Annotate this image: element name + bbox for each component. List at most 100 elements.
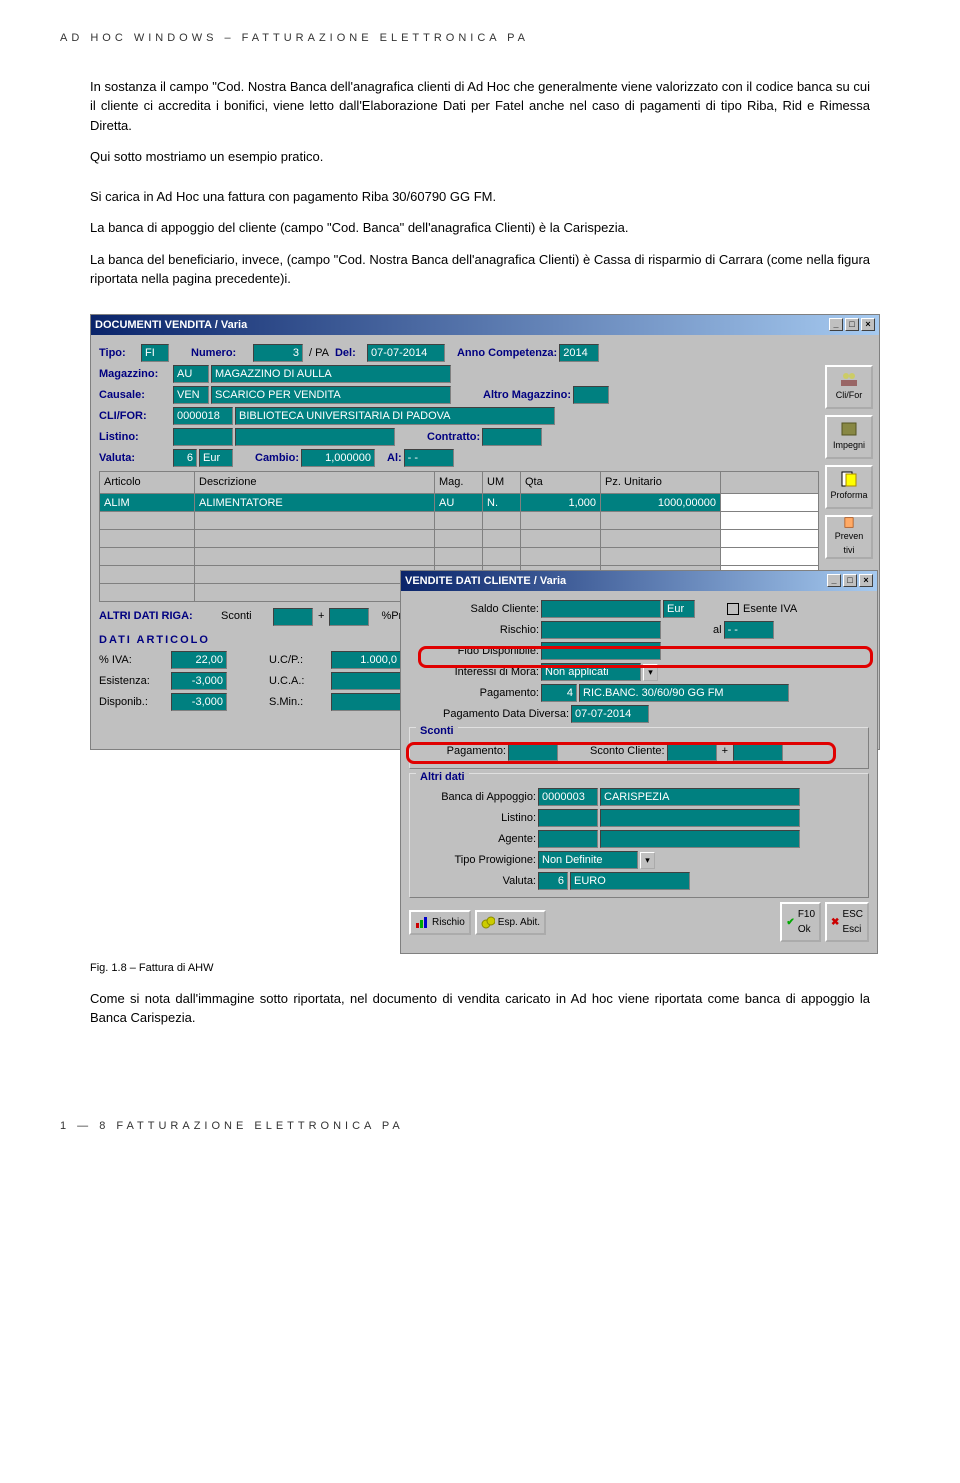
grid-col-5: Pz. Unitario <box>601 472 721 493</box>
lbl-iva: % IVA: <box>99 652 169 669</box>
side-lbl-preven: Preven tivi <box>835 530 864 557</box>
side-btn-proforma[interactable]: Proforma <box>825 465 873 509</box>
paragraph-3: Si carica in Ad Hoc una fattura con paga… <box>90 187 870 207</box>
lbl-banca: Banca di Appoggio: <box>416 789 536 806</box>
magazzino-desc <box>211 365 451 383</box>
grid-col-0: Articolo <box>100 472 195 493</box>
listino-input[interactable] <box>173 428 233 446</box>
cambio-input[interactable] <box>301 449 375 467</box>
iva-input[interactable] <box>171 651 227 669</box>
agente-input[interactable] <box>538 830 598 848</box>
grid-col-4: Qta <box>521 472 601 493</box>
side-btn-impegni[interactable]: Impegni <box>825 415 873 459</box>
uca-input[interactable] <box>331 672 401 690</box>
minimize-icon[interactable]: _ <box>829 318 843 331</box>
chevron-down-icon[interactable]: ▾ <box>640 852 655 869</box>
btn-ok[interactable]: ✔ F10 Ok <box>780 902 821 942</box>
highlight-banca <box>406 742 836 764</box>
saldo-input[interactable] <box>541 600 661 618</box>
banca-n[interactable] <box>538 788 598 806</box>
valuta-c <box>199 449 233 467</box>
side-btn-clifor[interactable]: Cli/For <box>825 365 873 409</box>
title-sub: VENDITE DATI CLIENTE / Varia <box>405 573 566 590</box>
del-input[interactable] <box>367 344 445 362</box>
side-btn-preventivi[interactable]: Preven tivi <box>825 515 873 559</box>
grid-cell[interactable]: ALIM <box>100 494 195 511</box>
lbl-uca: U.C.A.: <box>269 673 329 690</box>
pdd-input[interactable] <box>571 705 649 723</box>
anno-input[interactable] <box>559 344 599 362</box>
al-input[interactable] <box>404 449 454 467</box>
paragraph-6: Come si nota dall'immagine sotto riporta… <box>90 989 870 1028</box>
numero-suffix: / PA <box>309 345 329 362</box>
figure-screenshot: DOCUMENTI VENDITA / Varia _ □ × Cli/For … <box>90 314 880 751</box>
btn-ok-lbl: F10 Ok <box>798 907 815 937</box>
pagamento-n[interactable] <box>541 684 577 702</box>
title-main: DOCUMENTI VENDITA / Varia <box>95 317 247 334</box>
saldo-cur <box>663 600 695 618</box>
prow-input[interactable] <box>538 851 638 869</box>
tipo-input[interactable] <box>141 344 169 362</box>
lbl-valuta: Valuta: <box>99 450 171 467</box>
smin-input[interactable] <box>331 693 401 711</box>
ucp-input[interactable] <box>331 651 401 669</box>
doc-header: AD HOC WINDOWS – FATTURAZIONE ELETTRONIC… <box>60 30 900 47</box>
lbl-magazzino: Magazzino: <box>99 366 171 383</box>
maximize-icon[interactable]: □ <box>843 574 857 587</box>
paragraph-4: La banca di appoggio del cliente (campo … <box>90 218 870 238</box>
lbl-sconti: Sconti <box>221 608 271 625</box>
figure-caption: Fig. 1.8 – Fattura di AHW <box>90 960 870 977</box>
grid-cell[interactable]: N. <box>483 494 521 511</box>
side-lbl-clifor: Cli/For <box>836 389 863 403</box>
minimize-icon[interactable]: _ <box>827 574 841 587</box>
side-lbl-impegni: Impegni <box>833 439 865 453</box>
paragraph-1: In sostanza il campo "Cod. Nostra Banca … <box>90 77 870 136</box>
altro-mag-input[interactable] <box>573 386 609 404</box>
fieldset-altri: Altri dati Banca di Appoggio: Listino: A… <box>409 773 869 899</box>
sconto2-input[interactable] <box>329 608 369 626</box>
lbl-agente: Agente: <box>416 831 536 848</box>
contratto-input[interactable] <box>482 428 542 446</box>
btn-esc[interactable]: ✖ESC Esci <box>825 902 869 942</box>
highlight-pagamento <box>418 646 873 668</box>
grid-cell[interactable]: ALIMENTATORE <box>195 494 435 511</box>
grid-col-2: Mag. <box>435 472 483 493</box>
lbl-pagamento: Pagamento: <box>409 685 539 702</box>
sconto1-input[interactable] <box>273 608 313 626</box>
svaluta-n[interactable] <box>538 872 568 890</box>
calc-icon <box>839 517 859 528</box>
grid-cell[interactable]: 1,000 <box>521 494 601 511</box>
plus-icon: + <box>318 608 324 625</box>
close-icon[interactable]: × <box>861 318 875 331</box>
legend-altri: Altri dati <box>416 771 469 783</box>
lbl-tipo: Tipo: <box>99 345 139 362</box>
btn-esp[interactable]: Esp. Abit. <box>475 910 546 935</box>
lbl-al-sub: al <box>713 622 722 639</box>
numero-input[interactable] <box>253 344 303 362</box>
lbl-listino: Listino: <box>99 429 171 446</box>
lbl-esist: Esistenza: <box>99 673 169 690</box>
btn-rischio[interactable]: Rischio <box>409 910 471 935</box>
svaluta-desc <box>570 872 690 890</box>
causale-input[interactable] <box>173 386 209 404</box>
close-icon[interactable]: × <box>859 574 873 587</box>
valuta-n[interactable] <box>173 449 197 467</box>
clifor-input[interactable] <box>173 407 233 425</box>
check-icon: ✔ <box>786 915 794 930</box>
slistino-desc <box>600 809 800 827</box>
magazzino-input[interactable] <box>173 365 209 383</box>
grid-cell[interactable]: AU <box>435 494 483 511</box>
al-sub-input[interactable] <box>724 621 774 639</box>
esente-checkbox[interactable] <box>727 603 739 615</box>
esist-input[interactable] <box>171 672 227 690</box>
disp-input[interactable] <box>171 693 227 711</box>
lbl-al: Al: <box>387 450 402 467</box>
agente-desc <box>600 830 800 848</box>
maximize-icon[interactable]: □ <box>845 318 859 331</box>
rischio-input[interactable] <box>541 621 661 639</box>
legend-sconti: Sconti <box>416 725 458 737</box>
grid-cell[interactable]: 1000,00000 <box>601 494 721 511</box>
btn-rischio-lbl: Rischio <box>432 915 465 930</box>
slistino-input[interactable] <box>538 809 598 827</box>
grid-col-3: UM <box>483 472 521 493</box>
